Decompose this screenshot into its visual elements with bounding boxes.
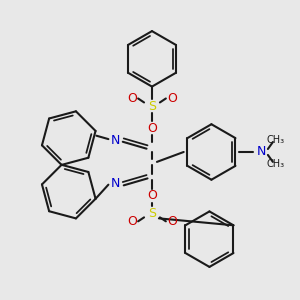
- Text: S: S: [148, 100, 156, 113]
- Text: O: O: [147, 189, 157, 202]
- Text: CH₃: CH₃: [267, 159, 285, 169]
- Text: N: N: [111, 177, 120, 190]
- Text: N: N: [256, 146, 266, 158]
- Text: CH₃: CH₃: [267, 135, 285, 145]
- Text: O: O: [127, 215, 137, 228]
- Text: O: O: [147, 122, 157, 135]
- Text: O: O: [167, 92, 177, 105]
- Text: N: N: [111, 134, 120, 147]
- Text: S: S: [148, 207, 156, 220]
- Text: O: O: [167, 215, 177, 228]
- Text: O: O: [127, 92, 137, 105]
